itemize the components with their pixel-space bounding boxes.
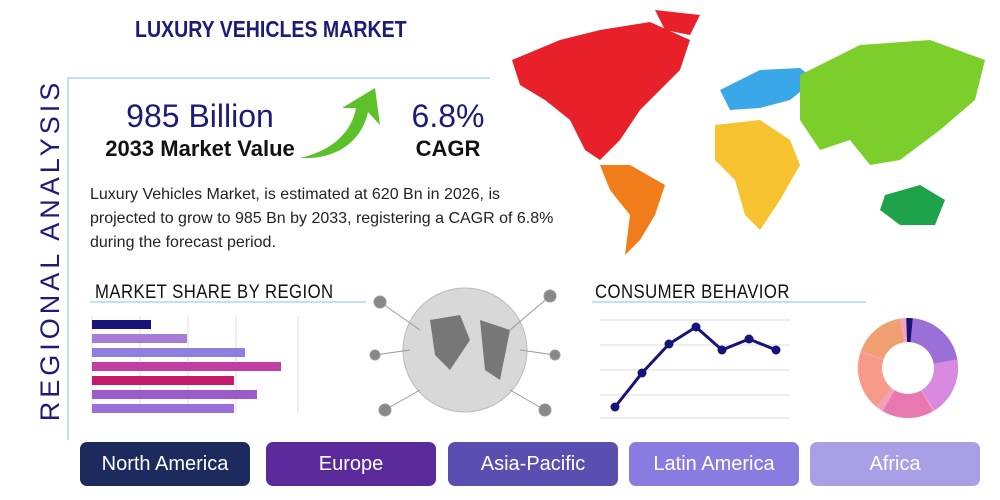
market-value-label: 2033 Market Value <box>105 136 295 161</box>
bar-icon <box>91 316 299 414</box>
side-label: REGIONAL ANALYSIS <box>35 79 65 422</box>
world-map <box>512 10 985 255</box>
region-button[interactable]: Latin America <box>629 442 799 486</box>
growth-arrow <box>300 88 380 159</box>
line-icon <box>600 319 790 419</box>
region-button[interactable]: Africa <box>810 442 980 486</box>
description-line: Luxury Vehicles Market, is estimated at … <box>90 186 500 203</box>
description-line: projected to grow to 985 Bn by 2033, reg… <box>90 210 554 227</box>
cagr-label: CAGR <box>415 136 481 161</box>
region-button[interactable]: Asia-Pacific <box>448 442 618 486</box>
title: LUXURY VEHICLES MARKET <box>135 16 407 42</box>
market-value: 985 Billion <box>126 98 274 134</box>
cagr-value: 6.8% <box>411 98 485 134</box>
frame <box>67 77 490 440</box>
section-heading: CONSUMER BEHAVIOR <box>595 282 790 303</box>
region-button[interactable]: Europe <box>266 442 436 486</box>
region-button[interactable]: North America <box>80 442 250 486</box>
donut-icon <box>858 318 958 418</box>
globe-icon <box>369 287 561 417</box>
section-heading: MARKET SHARE BY REGION <box>95 282 334 303</box>
description-line: during the forecast period. <box>90 234 276 251</box>
